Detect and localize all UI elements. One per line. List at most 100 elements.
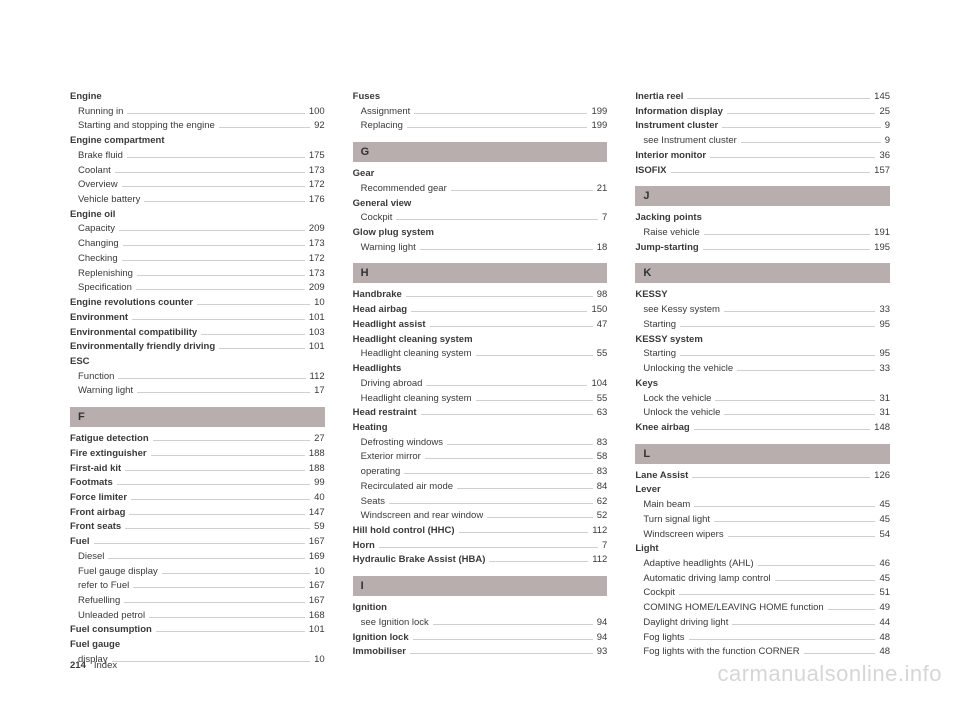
- index-entry-label: Vehicle battery: [78, 193, 140, 208]
- index-entry-label: Raise vehicle: [643, 226, 700, 241]
- index-entry-page: 101: [309, 340, 325, 355]
- index-entry-page: 40: [314, 491, 325, 506]
- index-entry: COMING HOME/LEAVING HOME function49: [635, 601, 890, 616]
- index-entry-label: see Instrument cluster: [643, 134, 736, 149]
- index-entry-page: 98: [597, 288, 608, 303]
- index-entry-page: 172: [309, 252, 325, 267]
- index-entry-page: 83: [597, 436, 608, 451]
- leader-line: [680, 355, 875, 356]
- leader-line: [724, 414, 875, 415]
- index-entry-label: Headlight assist: [353, 318, 426, 333]
- index-entry-page: 92: [314, 119, 325, 134]
- index-entry-page: 10: [314, 653, 325, 668]
- leader-line: [704, 234, 870, 235]
- index-entry-label: Replacing: [361, 119, 403, 134]
- leader-line: [94, 543, 305, 544]
- index-entry-page: 209: [309, 281, 325, 296]
- leader-line: [201, 334, 305, 335]
- index-entry-page: 157: [874, 164, 890, 179]
- leader-line: [389, 503, 593, 504]
- index-entry-page: 7: [602, 211, 607, 226]
- section-header: F: [70, 407, 325, 427]
- leader-line: [722, 127, 880, 128]
- leader-line: [680, 326, 875, 327]
- leader-line: [671, 172, 871, 173]
- index-entry-label: Head airbag: [353, 303, 407, 318]
- index-entry-page: 195: [874, 241, 890, 256]
- index-entry-page: 44: [879, 616, 890, 631]
- index-entry-label: Coolant: [78, 164, 111, 179]
- index-entry-page: 31: [879, 406, 890, 421]
- leader-line: [694, 429, 870, 430]
- index-entry: Immobiliser93: [353, 645, 608, 660]
- index-entry: Ignition lock94: [353, 631, 608, 646]
- index-entry-label: Hill hold control (HHC): [353, 524, 455, 539]
- index-entry: Unleaded petrol 168: [70, 609, 325, 624]
- index-entry: Knee airbag148: [635, 421, 890, 436]
- index-entry: Headlight assist47: [353, 318, 608, 333]
- index-entry-page: 10: [314, 296, 325, 311]
- index-entry-page: 199: [591, 105, 607, 120]
- index-entry: Daylight driving light44: [635, 616, 890, 631]
- index-entry-page: 51: [879, 586, 890, 601]
- watermark: carmanualsonline.info: [717, 661, 942, 687]
- leader-line: [219, 127, 310, 128]
- index-entry-page: 168: [309, 609, 325, 624]
- index-entry: Front seats59: [70, 520, 325, 535]
- index-entry: Environmentally friendly driving 101: [70, 340, 325, 355]
- index-heading: Ignition: [353, 601, 608, 616]
- index-entry: Lock the vehicle31: [635, 392, 890, 407]
- index-entry-page: 101: [309, 623, 325, 638]
- index-entry-page: 45: [879, 498, 890, 513]
- section-header: I: [353, 576, 608, 596]
- index-entry-page: 58: [597, 450, 608, 465]
- index-entry: Driving abroad104: [353, 377, 608, 392]
- leader-line: [732, 624, 875, 625]
- index-entry-page: 36: [879, 149, 890, 164]
- index-entry-label: Unleaded petrol: [78, 609, 145, 624]
- index-entry: Main beam45: [635, 498, 890, 513]
- index-entry: Footmats99: [70, 476, 325, 491]
- index-entry-page: 10: [314, 565, 325, 580]
- index-entry-label: Starting: [643, 347, 676, 362]
- leader-line: [404, 473, 592, 474]
- index-entry-label: Lane Assist: [635, 469, 688, 484]
- index-entry: Windscreen and rear window52: [353, 509, 608, 524]
- leader-line: [149, 617, 305, 618]
- index-entry: Fuel167: [70, 535, 325, 550]
- index-entry: operating83: [353, 465, 608, 480]
- index-entry-page: 173: [309, 267, 325, 282]
- index-entry: Vehicle battery176: [70, 193, 325, 208]
- index-entry-label: Running in: [78, 105, 123, 120]
- index-entry-page: 95: [879, 318, 890, 333]
- index-entry-page: 63: [597, 406, 608, 421]
- index-entry-page: 112: [592, 553, 607, 568]
- index-entry-label: Environmentally friendly driving: [70, 340, 215, 355]
- index-entry-label: Overview: [78, 178, 118, 193]
- index-entry: Diesel169: [70, 550, 325, 565]
- index-entry-label: Seats: [361, 495, 385, 510]
- leader-line: [108, 558, 304, 559]
- index-heading: Engine: [70, 90, 325, 105]
- index-entry: Exterior mirror 58: [353, 450, 608, 465]
- page-footer: 214Index: [70, 660, 117, 671]
- index-entry-page: 54: [879, 528, 890, 543]
- leader-line: [162, 573, 310, 574]
- index-entry-label: Front airbag: [70, 506, 125, 521]
- index-entry-label: Exterior mirror: [361, 450, 421, 465]
- index-entry: Defrosting windows83: [353, 436, 608, 451]
- leader-line: [694, 506, 875, 507]
- index-entry-label: Ignition lock: [353, 631, 409, 646]
- leader-line: [430, 326, 593, 327]
- index-heading: Keys: [635, 377, 890, 392]
- index-entry: Fuel gauge display10: [70, 565, 325, 580]
- index-entry: Windscreen wipers54: [635, 528, 890, 543]
- index-entry: Front airbag147: [70, 506, 325, 521]
- index-entry-page: 31: [879, 392, 890, 407]
- index-entry-page: 9: [885, 119, 890, 134]
- index-entry-page: 188: [309, 462, 325, 477]
- leader-line: [379, 547, 598, 548]
- index-entry-label: ISOFIX: [635, 164, 666, 179]
- index-entry-label: Fuel: [70, 535, 90, 550]
- index-entry-page: 112: [310, 370, 325, 385]
